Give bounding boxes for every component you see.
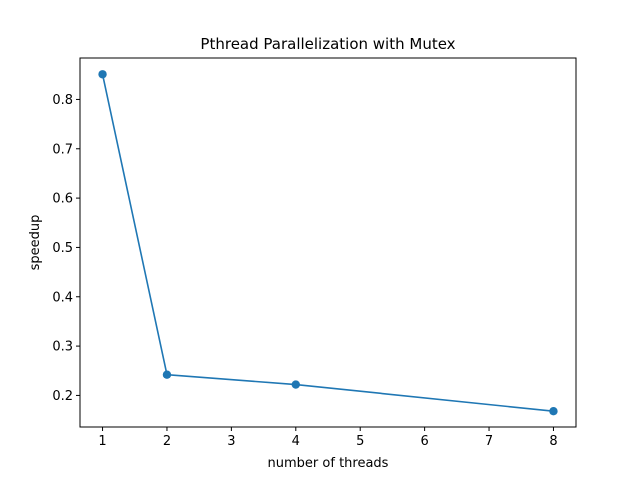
chart-title: Pthread Parallelization with Mutex xyxy=(200,35,455,53)
x-tick-label: 2 xyxy=(163,434,171,449)
axes-frame xyxy=(79,57,577,428)
data-point xyxy=(291,380,300,389)
x-tick-label: 6 xyxy=(420,434,428,449)
x-tick-label: 8 xyxy=(549,434,557,449)
x-axis: 1 2 3 4 5 6 7 8 xyxy=(98,427,558,449)
x-tick-label: 4 xyxy=(292,434,300,449)
data-point xyxy=(98,70,107,79)
y-axis-label: speedup xyxy=(28,215,43,271)
x-tick-label: 5 xyxy=(356,434,364,449)
y-tick-label: 0.5 xyxy=(52,241,73,256)
y-axis: 0.2 0.3 0.4 0.5 0.6 0.7 0.8 xyxy=(52,93,80,404)
data-point xyxy=(162,370,172,379)
y-tick-label: 0.6 xyxy=(52,192,73,207)
plot-area xyxy=(98,70,558,416)
y-tick-label: 0.3 xyxy=(52,340,73,355)
y-tick-label: 0.2 xyxy=(52,389,73,404)
x-tick-label: 3 xyxy=(227,434,235,449)
series-line xyxy=(101,74,554,413)
y-tick-label: 0.8 xyxy=(52,93,73,108)
y-tick-label: 0.4 xyxy=(52,290,73,305)
x-tick-label: 1 xyxy=(98,434,106,449)
y-tick-label: 0.7 xyxy=(52,142,73,157)
data-point xyxy=(549,407,558,416)
x-tick-label: 7 xyxy=(485,434,493,449)
x-axis-label: number of threads xyxy=(268,456,389,471)
